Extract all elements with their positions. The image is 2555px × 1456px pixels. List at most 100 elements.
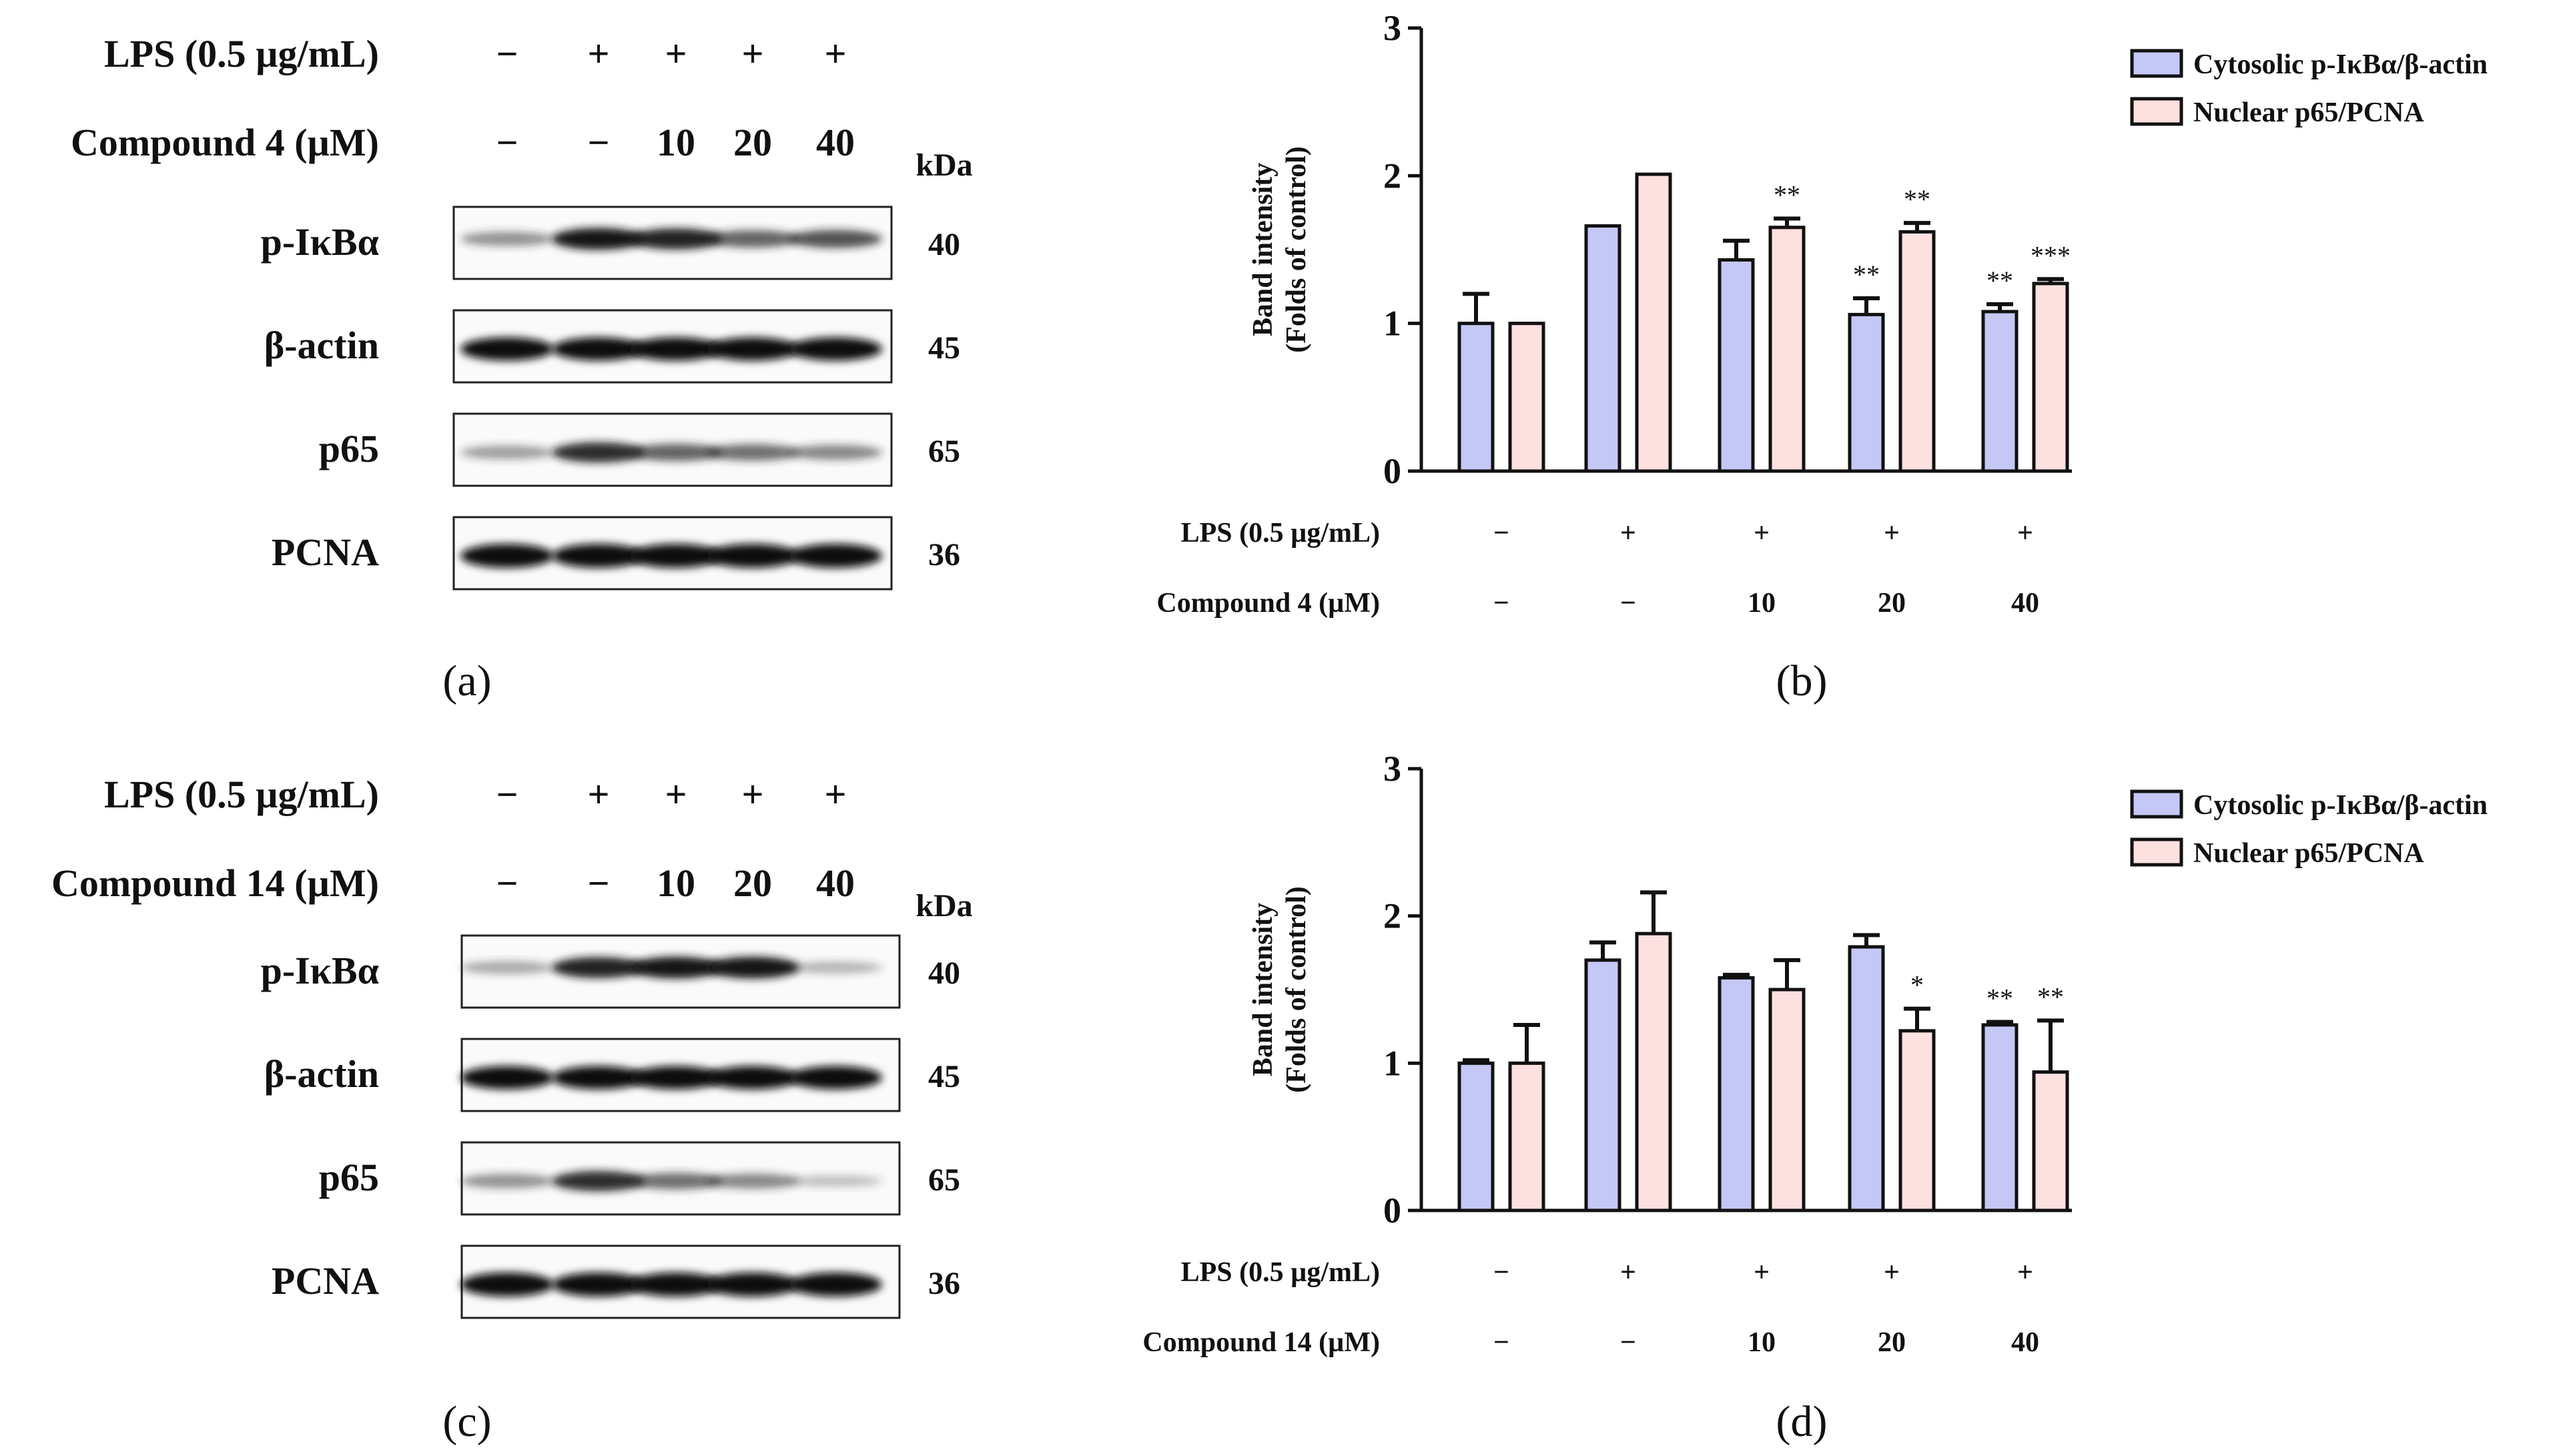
panel-label-b: (b) <box>1776 657 1828 705</box>
legend-entry: Cytosolic p-IκBα/β-actin <box>2193 790 2488 821</box>
condition-value: 20 <box>1878 588 1906 619</box>
blot-band <box>629 1066 723 1090</box>
blot-band <box>789 1272 882 1297</box>
blot-band-shape <box>552 1066 645 1090</box>
y-tick-label: 1 <box>1383 304 1401 344</box>
compound-lane-1: − <box>496 121 518 164</box>
compound-lane-1: − <box>496 861 518 905</box>
blot-band-shape <box>706 337 799 361</box>
blot-band-shape <box>629 443 723 462</box>
y-axis-label-line2: (Folds of control) <box>1281 146 1312 353</box>
blot-band-shape <box>629 1172 723 1190</box>
bar <box>1584 958 1621 1212</box>
blot-band <box>460 1174 554 1188</box>
significance-marker: ** <box>1986 266 2013 296</box>
significance-marker: ** <box>2037 982 2064 1012</box>
condition-label: Compound 4 (µM) <box>1156 588 1380 619</box>
blot-band-shape <box>629 337 723 361</box>
significance-marker: ** <box>1853 260 1880 290</box>
panel-label-c: (c) <box>442 1397 491 1446</box>
blot-band <box>552 957 645 978</box>
kda-value: 40 <box>928 956 960 991</box>
blot-band-shape <box>629 228 723 250</box>
blot-band <box>460 1272 554 1297</box>
y-axis-label-line1: Band intensity <box>1248 163 1279 336</box>
blot-band <box>706 230 799 248</box>
blot-band <box>789 961 882 974</box>
y-axis-label: Band intensity (Folds of control) <box>1248 146 1312 353</box>
blot-band <box>706 1272 799 1297</box>
blot-band <box>789 337 882 361</box>
blot-band <box>552 337 645 361</box>
blot-band-shape <box>706 444 799 461</box>
blot-band <box>706 1066 799 1090</box>
blot-band-shape <box>789 1175 882 1187</box>
bar <box>1457 322 1495 473</box>
compound-lane-2: − <box>587 121 609 164</box>
lps-lane-5: + <box>824 773 846 816</box>
protein-label: p65 <box>319 1156 379 1199</box>
y-tick-label: 2 <box>1383 155 1401 196</box>
blot-band <box>789 444 882 460</box>
blot-band-shape <box>706 230 799 248</box>
blot-band-shape <box>706 956 799 979</box>
kda-value: 36 <box>928 537 960 573</box>
condition-value: + <box>1754 1257 1770 1288</box>
blot-band <box>706 544 799 568</box>
bar <box>2032 282 2069 473</box>
blot-band-shape <box>460 1066 554 1090</box>
lps-lane-5: + <box>824 32 846 75</box>
bar <box>1848 945 1885 1212</box>
legend-swatch <box>2130 837 2183 867</box>
condition-value: + <box>1884 1257 1900 1288</box>
blot-band-shape <box>460 544 554 568</box>
blot-band-shape <box>789 544 882 568</box>
blot-band-shape <box>460 337 554 361</box>
kda-value: 40 <box>928 227 960 262</box>
blot-band <box>552 1272 645 1297</box>
blot-band-shape <box>789 230 882 248</box>
blot-band <box>460 337 554 361</box>
kda-value: 45 <box>928 1059 960 1094</box>
blot-band <box>789 1066 882 1090</box>
protein-label: PCNA <box>272 530 379 574</box>
blot-band-shape <box>706 1272 799 1297</box>
y-tick-label: 0 <box>1383 451 1401 491</box>
compound-label: Compound 14 (µM) <box>51 861 379 905</box>
blot-band <box>706 956 799 979</box>
kda-value: 36 <box>928 1266 960 1301</box>
bar <box>1635 172 1672 473</box>
blot-band <box>629 228 723 250</box>
y-tick-label: 1 <box>1383 1043 1401 1083</box>
blot-band-shape <box>552 337 645 361</box>
protein-label: p65 <box>319 427 379 470</box>
blot-band-shape <box>460 232 554 246</box>
blot-band-shape <box>789 337 882 361</box>
condition-value: − <box>1493 588 1509 619</box>
western-blot-c: LPS (0.5 µg/mL) Compound 14 (µM) − + + + + − − 10… <box>51 773 973 1319</box>
blot-band <box>629 956 723 979</box>
y-tick-label: 3 <box>1383 749 1401 789</box>
blot-band <box>552 442 645 463</box>
blot-band <box>706 337 799 361</box>
condition-value: + <box>1884 518 1900 549</box>
bar <box>1718 976 1755 1212</box>
compound-lane-4: 20 <box>733 121 772 164</box>
lps-lane-2: + <box>587 773 609 816</box>
blot-band-shape <box>460 445 554 460</box>
blot-band-shape <box>789 444 882 460</box>
legend-swatch <box>2130 97 2183 126</box>
bar <box>2032 1070 2069 1212</box>
condition-value: 10 <box>1748 588 1776 619</box>
kda-value: 45 <box>928 330 960 366</box>
blot-band-shape <box>552 1170 645 1192</box>
y-axis-label-line2: (Folds of control) <box>1281 886 1312 1093</box>
blot-band <box>706 1173 799 1189</box>
kda-value: 65 <box>928 434 960 469</box>
condition-value: + <box>1754 518 1770 549</box>
blot-band <box>460 232 554 246</box>
significance-marker: ** <box>1904 184 1930 214</box>
protein-label: p-IκBα <box>261 220 379 264</box>
